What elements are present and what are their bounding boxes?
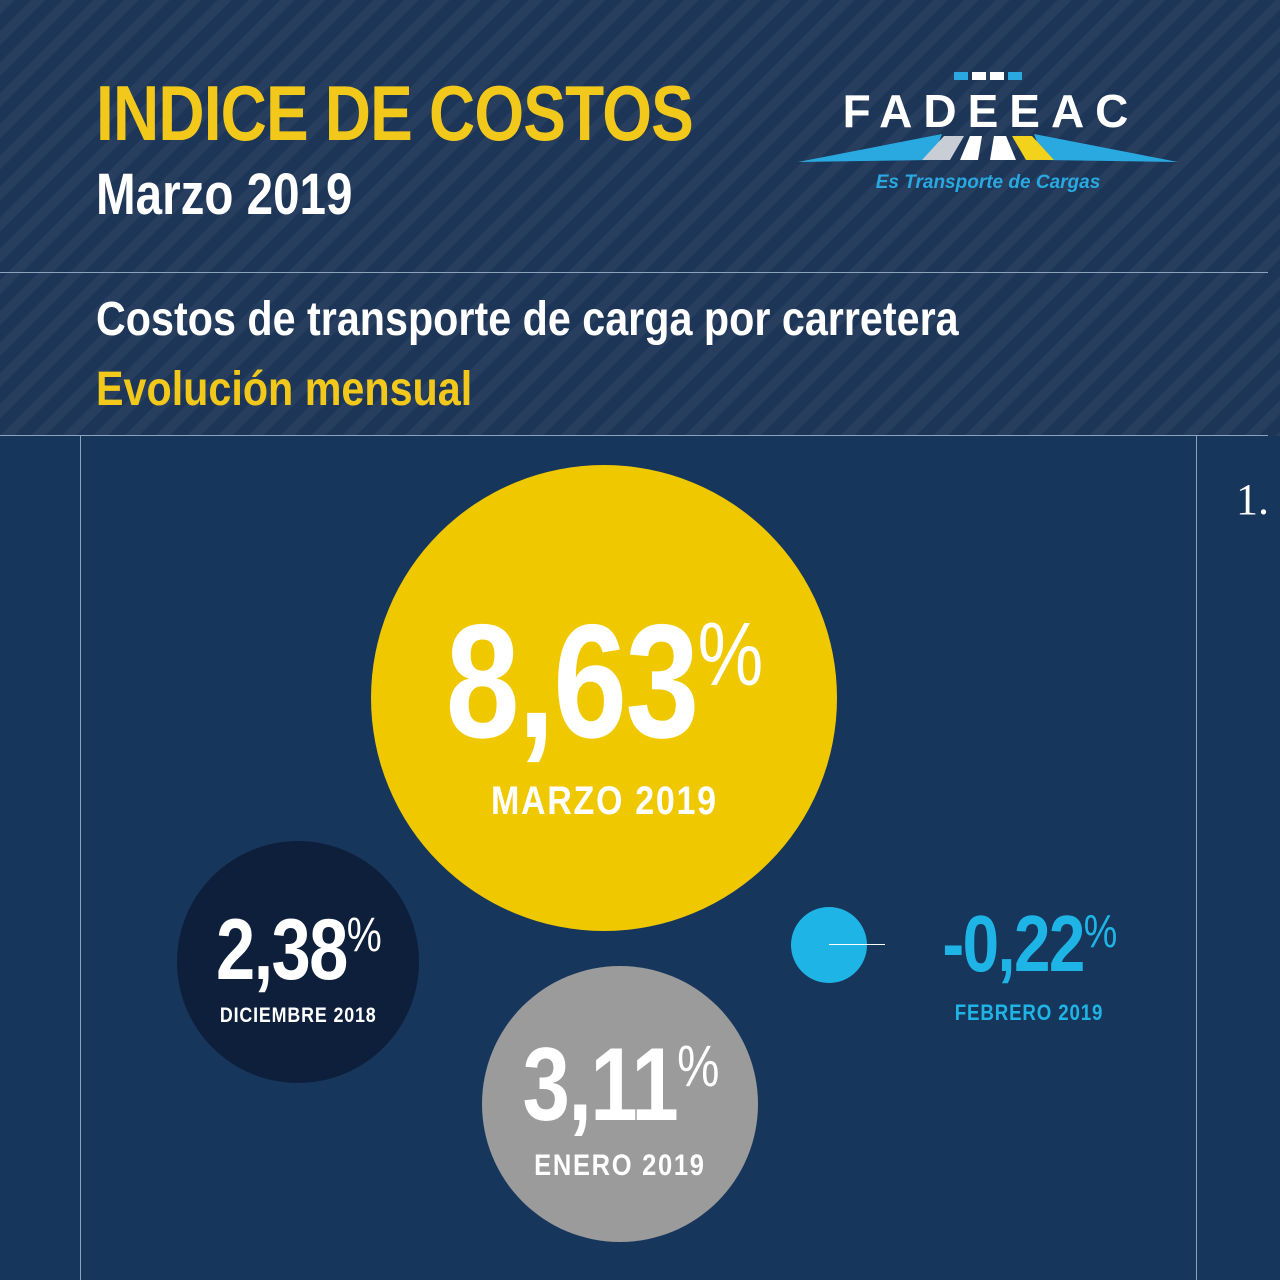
logo-wordmark: FADEEAC	[842, 85, 1140, 137]
page-number: 1.	[1236, 475, 1269, 524]
header-band: INDICE DE COSTOS Marzo 2019 FADEEAC Es T…	[0, 0, 1280, 436]
right-frame-line	[1196, 436, 1197, 1280]
page-subtitle: Marzo 2019	[96, 162, 353, 227]
section-subtitle: Evolución mensual	[96, 363, 473, 416]
value-number: 3,11	[522, 1027, 678, 1143]
percent-sign: %	[346, 908, 382, 962]
bubble-marzo-2019: 8,63% MARZO 2019	[371, 465, 837, 931]
bubble-value: 8,63%	[446, 601, 764, 763]
header-divider	[0, 272, 1268, 273]
percent-sign: %	[698, 605, 764, 705]
road-logo-icon	[798, 72, 1178, 162]
left-frame-line	[80, 436, 81, 1280]
bubble-value: 3,11%	[522, 1033, 719, 1137]
logo-tagline: Es Transporte de Cargas	[875, 172, 1101, 193]
fadeeac-logo: FADEEAC Es Transporte de Cargas	[792, 68, 1184, 198]
percent-sign: %	[1083, 905, 1118, 957]
section-title: Costos de transporte de carga por carret…	[96, 293, 959, 346]
bubble-diciembre-2018: 2,38% DICIEMBRE 2018	[177, 841, 419, 1083]
bubble-value: 2,38%	[216, 907, 382, 993]
bubble-enero-2019: 3,11% ENERO 2019	[482, 966, 758, 1242]
callout-line	[829, 944, 885, 945]
bubble-febrero-2019	[791, 907, 867, 983]
bubble-label: MARZO 2019	[490, 779, 718, 823]
page-title: INDICE DE COSTOS	[96, 69, 694, 157]
bubble-label: DICIEMBRE 2018	[219, 1003, 377, 1027]
febrero-callout: -0,22% FEBRERO 2019	[904, 904, 1154, 1024]
bubble-label: FEBRERO 2019	[954, 1000, 1104, 1025]
bubble-value: -0,22%	[927, 904, 1132, 984]
percent-sign: %	[677, 1034, 719, 1099]
bubble-label: ENERO 2019	[534, 1149, 706, 1182]
content-divider	[0, 435, 1268, 436]
value-number: 2,38	[215, 901, 348, 998]
value-number: -0,22	[942, 899, 1085, 988]
value-number: 8,63	[446, 591, 700, 772]
